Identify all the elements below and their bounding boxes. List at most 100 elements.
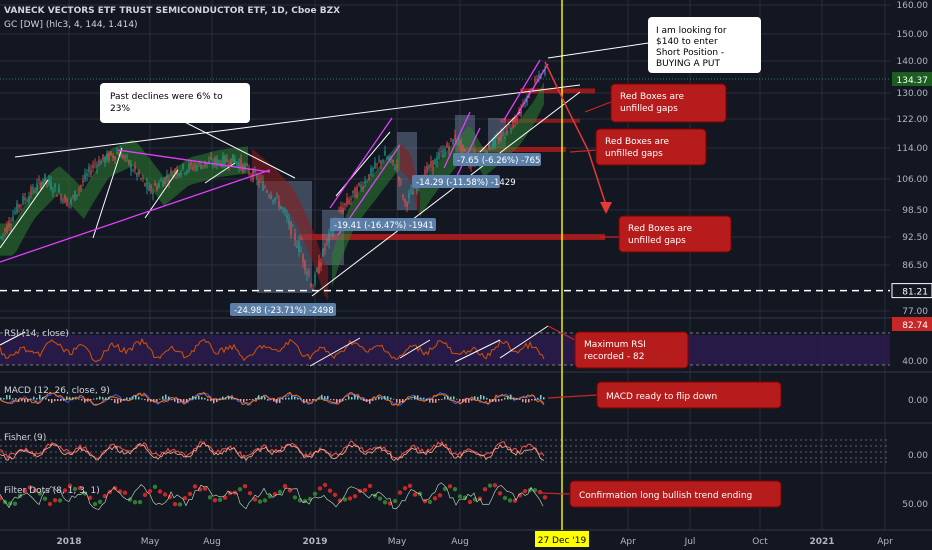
- candle-body: [340, 206, 342, 211]
- filter-dot: [522, 488, 528, 494]
- candle-body: [532, 89, 534, 91]
- fisher-tick-label: 0.00: [908, 451, 928, 461]
- candle-body: [108, 153, 110, 161]
- callout-text: Red Boxes are unfilled gaps: [620, 92, 685, 114]
- pane-label: Fisher (9): [4, 433, 46, 443]
- macd-histogram-bar: [201, 397, 203, 400]
- filter-dot: [322, 482, 328, 488]
- candle-body: [354, 187, 356, 198]
- callout-text: Red Boxes are unfilled gaps: [605, 137, 670, 159]
- candle-body: [248, 169, 250, 174]
- callout-pointer: [547, 394, 598, 399]
- candle-body: [188, 163, 190, 170]
- candle-body: [120, 150, 122, 158]
- candle-body: [392, 159, 394, 163]
- candle-body: [236, 161, 238, 165]
- macd-histogram-bar: [174, 399, 176, 402]
- candle-body: [106, 153, 108, 161]
- macd-histogram-bar: [165, 394, 167, 400]
- macd-histogram-bar: [336, 399, 338, 404]
- candle-body: [230, 158, 232, 166]
- candle-body: [222, 155, 224, 167]
- rsi-tick-label: 40.00: [902, 357, 928, 367]
- macd-histogram-bar: [375, 399, 377, 401]
- filter-dot: [152, 484, 158, 489]
- candle-body: [158, 183, 160, 188]
- candle-body: [48, 178, 50, 184]
- candle-body: [210, 157, 212, 160]
- candle-body: [338, 210, 340, 212]
- filter-dot: [127, 497, 133, 502]
- macd-histogram-bar: [267, 399, 269, 401]
- macd-histogram-bar: [492, 399, 494, 402]
- candle-body: [352, 190, 354, 194]
- candle-body: [156, 186, 158, 190]
- filter-dot: [187, 491, 193, 497]
- macd-histogram-bar: [471, 399, 473, 401]
- filter-dot: [167, 494, 173, 500]
- macd-histogram-bar: [270, 399, 272, 400]
- filter-dot: [87, 495, 93, 500]
- candle-body: [296, 245, 298, 248]
- candle-body: [312, 288, 314, 291]
- candle-body: [52, 191, 54, 193]
- candle-body: [378, 160, 380, 162]
- candle-body: [114, 156, 116, 160]
- macd-histogram-bar: [450, 396, 452, 400]
- filter-dot: [292, 495, 298, 500]
- macd-histogram-bar: [288, 397, 290, 400]
- candle-body: [30, 187, 32, 196]
- macd-histogram-bar: [342, 399, 344, 402]
- candle-body: [50, 181, 52, 190]
- macd-histogram-bar: [231, 397, 233, 400]
- macd-histogram-bar: [60, 399, 62, 402]
- candle-body: [148, 185, 150, 191]
- macd-histogram-bar: [363, 399, 365, 402]
- candle-body: [306, 271, 308, 275]
- candle-body: [520, 107, 522, 116]
- candle-body: [132, 170, 134, 172]
- macd-histogram-bar: [300, 398, 302, 400]
- candle-body: [494, 137, 496, 146]
- macd-histogram-bar: [255, 397, 257, 400]
- support-badge: [891, 283, 932, 299]
- macd-histogram-bar: [180, 399, 182, 402]
- candle-body: [6, 224, 8, 233]
- filter-dot: [457, 494, 463, 499]
- candles: [0, 65, 546, 291]
- macd-histogram-bar: [111, 399, 113, 401]
- macd-histogram-bar: [531, 399, 533, 401]
- measure-label: -24.98 (-23.71%) -2498: [234, 306, 334, 316]
- candle-body: [40, 182, 42, 189]
- candle-body: [282, 208, 284, 209]
- candle-body: [144, 183, 146, 186]
- fisher-trigger-line: [0, 442, 545, 462]
- macd-histogram-bar: [474, 396, 476, 400]
- callout-pointer: [547, 325, 576, 341]
- macd-histogram-bar: [360, 398, 362, 400]
- candle-body: [284, 209, 286, 212]
- macd-histogram-bar: [246, 399, 248, 401]
- candle-body: [264, 187, 266, 189]
- rsi-trend-line: [309, 337, 361, 367]
- macd-histogram-bar: [150, 399, 152, 402]
- candle-body: [228, 164, 230, 167]
- macd-histogram-bar: [21, 399, 23, 402]
- macd-histogram-bar: [228, 396, 230, 400]
- candle-body: [0, 236, 2, 238]
- candle-body: [428, 165, 430, 169]
- macd-histogram-bar: [498, 399, 500, 402]
- candle-body: [362, 186, 364, 189]
- macd-histogram-bar: [102, 397, 104, 400]
- macd-histogram-bar: [453, 396, 455, 400]
- candle-body: [376, 163, 378, 165]
- macd-histogram-bar: [222, 396, 224, 400]
- macd-histogram-bar: [147, 399, 149, 402]
- date-highlight-badge: [535, 531, 589, 547]
- callout-text: Past declines were 6% to 23%: [110, 92, 223, 114]
- macd-histogram-bar: [30, 398, 32, 400]
- filter-dot: [217, 497, 223, 502]
- candle-body: [76, 194, 78, 197]
- candle-body: [266, 190, 268, 193]
